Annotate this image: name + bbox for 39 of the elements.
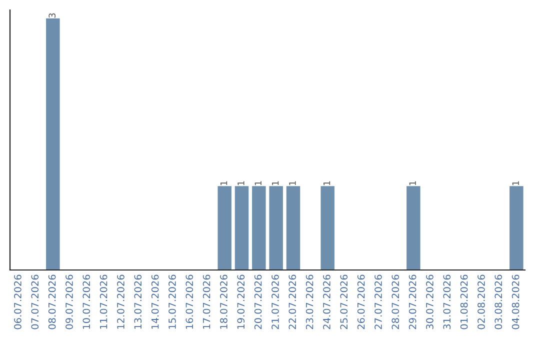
x-tick-label: 02.08.2026	[478, 274, 485, 330]
x-tick-label: 20.07.2026	[254, 274, 262, 330]
x-tick-label: 06.07.2026	[14, 274, 22, 330]
x-tick-label: 24.07.2026	[323, 274, 330, 330]
x-tick-label: 13.07.2026	[134, 274, 142, 329]
x-tick-label: 29.07.2026	[408, 274, 416, 330]
data-label: 1	[272, 181, 279, 186]
x-tick-label: 27.07.2026	[374, 274, 382, 330]
x-tick-label: 10.07.2026	[82, 274, 90, 329]
data-label: 1	[512, 181, 519, 186]
x-tick-label: 19.07.2026	[237, 274, 245, 329]
data-label: 3	[48, 13, 56, 18]
data-label: 1	[409, 181, 416, 186]
data-label: 1	[220, 181, 228, 186]
x-tick-label: 07.07.2026	[31, 274, 39, 330]
x-tick-label: 30.07.2026	[426, 274, 434, 330]
x-tick-label: 04.08.2026	[512, 274, 520, 330]
x-tick-label: 15.07.2026	[168, 274, 176, 329]
data-label: 1	[254, 181, 262, 186]
x-tick-label: 17.07.2026	[202, 274, 210, 329]
x-tick-label: 12.07.2026	[117, 274, 124, 329]
x-tick-label: 14.07.2026	[151, 274, 159, 329]
data-label: 1	[238, 181, 244, 186]
x-tick-label: 31.07.2026	[443, 274, 451, 330]
x-tick-label: 21.07.2026	[272, 274, 279, 330]
x-tick-label: 26.07.2026	[357, 274, 365, 330]
x-tick-label: 23.07.2026	[306, 274, 314, 330]
x-tick-label: 22.07.2026	[288, 274, 296, 330]
data-label: 1	[323, 181, 330, 186]
x-tick-label: 09.07.2026	[66, 274, 73, 330]
x-tick-label: 03.08.2026	[494, 274, 502, 330]
x-tick-label: 18.07.2026	[220, 274, 228, 329]
x-tick-label: 25.07.2026	[340, 274, 348, 330]
x-tick-label: 28.07.2026	[392, 274, 400, 330]
data-label: 1	[289, 181, 296, 186]
x-tick-label: 11.07.2026	[100, 274, 108, 329]
x-tick-label: 08.07.2026	[48, 274, 56, 330]
x-tick-label: 16.07.2026	[186, 274, 194, 329]
x-tick-label: 01.08.2026	[460, 274, 468, 330]
